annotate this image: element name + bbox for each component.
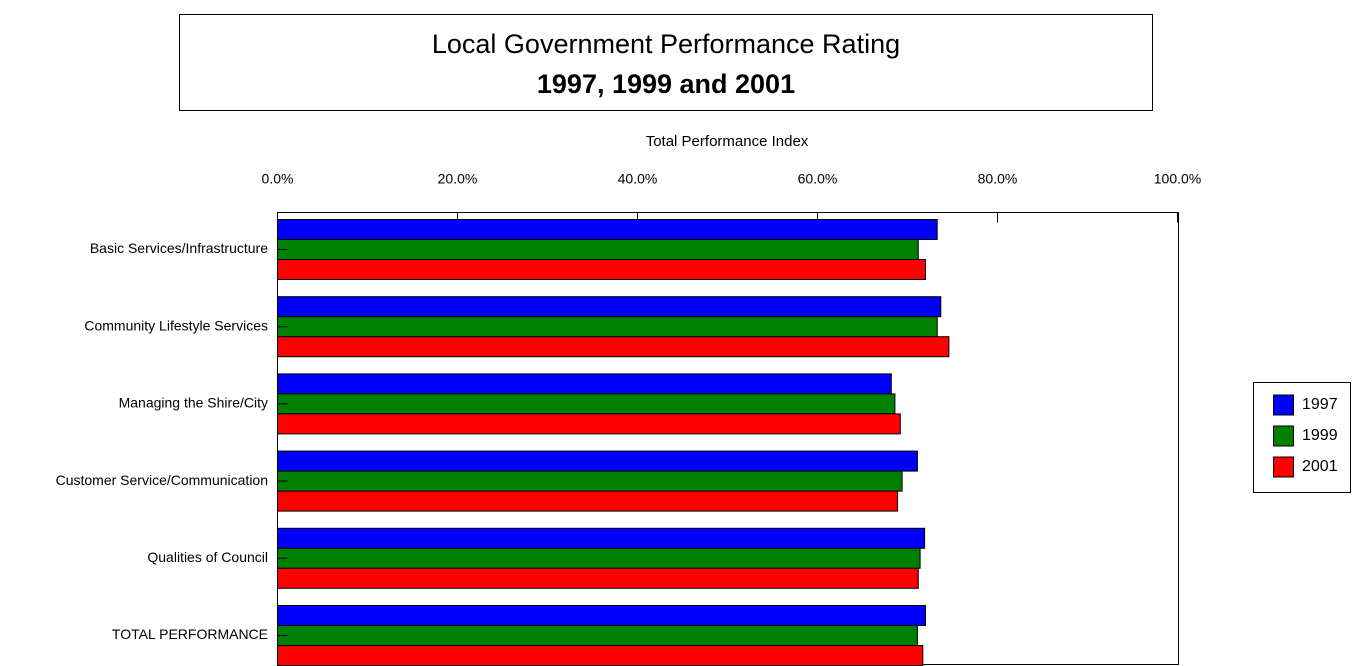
x-tick-label: 20.0% <box>438 171 478 187</box>
y-tick-label: Qualities of Council <box>147 549 268 565</box>
bar <box>277 413 901 435</box>
bar <box>277 470 903 492</box>
legend-swatch <box>1273 425 1294 447</box>
bar <box>277 239 919 260</box>
x-tick-label: 0.0% <box>262 171 294 187</box>
bar <box>277 316 938 338</box>
bar <box>277 296 942 318</box>
y-tick-label: Basic Services/Infrastructure <box>90 240 268 256</box>
y-tick-label: Community Lifestyle Services <box>84 317 268 333</box>
x-axis-label: Total Performance Index <box>646 133 809 150</box>
bar <box>277 336 950 358</box>
x-tick-label: 60.0% <box>798 171 838 187</box>
bar <box>277 490 899 512</box>
legend-swatch <box>1273 394 1294 416</box>
chart-subtitle: 1997, 1999 and 2001 <box>537 69 795 99</box>
x-tick-label: 40.0% <box>618 171 658 187</box>
bar <box>277 645 924 666</box>
legend-label: 1999 <box>1302 427 1338 444</box>
legend-swatch <box>1273 456 1294 478</box>
x-tick-label: 100.0% <box>1154 171 1201 187</box>
bar <box>277 393 896 415</box>
y-tick-label: Customer Service/Communication <box>56 472 268 488</box>
bar <box>277 450 918 472</box>
legend-label: 2001 <box>1302 458 1338 475</box>
bar <box>277 219 938 240</box>
legend-label: 1997 <box>1302 396 1338 413</box>
bar <box>277 605 926 626</box>
plot-area <box>277 212 1179 665</box>
bar <box>277 527 926 549</box>
legend-box <box>1253 382 1351 493</box>
bar <box>277 567 919 589</box>
x-tick-label: 80.0% <box>978 171 1018 187</box>
y-tick-label: TOTAL PERFORMANCE <box>112 626 268 642</box>
bar <box>277 259 926 280</box>
bar <box>277 547 921 569</box>
bar <box>277 625 918 646</box>
bar <box>277 373 892 395</box>
title-box <box>179 14 1153 111</box>
y-tick-label: Managing the Shire/City <box>119 395 268 411</box>
chart-title: Local Government Performance Rating <box>432 29 900 59</box>
